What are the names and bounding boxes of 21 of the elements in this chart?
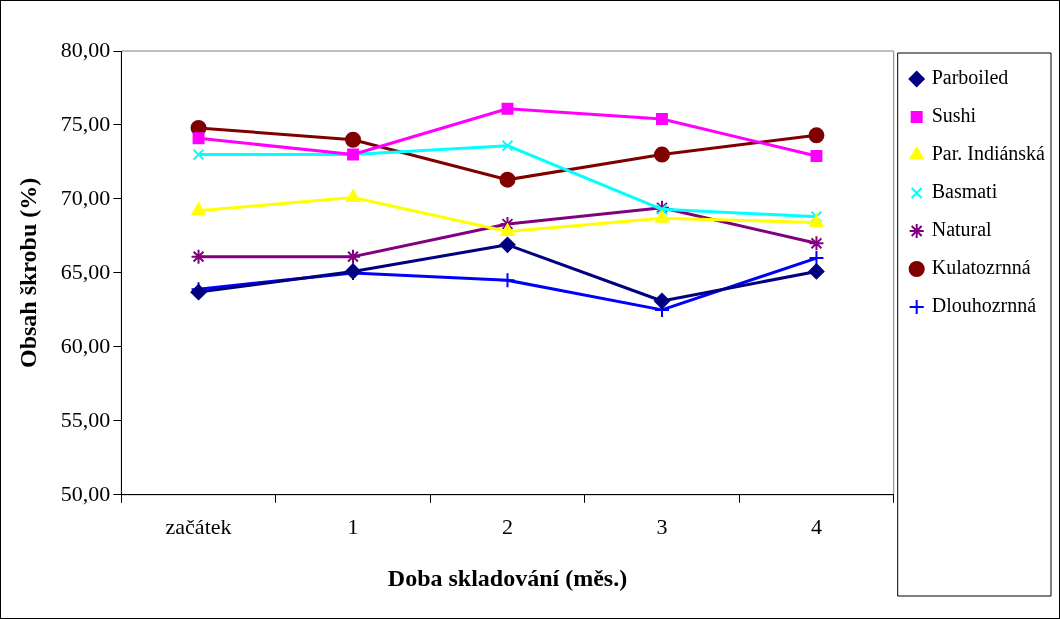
x-tick-label: 1 bbox=[347, 513, 359, 539]
y-tick-label: 55,00 bbox=[60, 406, 111, 432]
legend-label: Kulatozrnná bbox=[931, 256, 1031, 279]
y-tick-label: 60,00 bbox=[60, 332, 111, 358]
x-tick-label: začátek bbox=[165, 513, 232, 539]
legend-label: Parboiled bbox=[931, 66, 1009, 89]
y-tick-label: 65,00 bbox=[60, 258, 111, 284]
x-tick-label: 4 bbox=[810, 513, 822, 539]
x-tick-label: 2 bbox=[501, 513, 513, 539]
legend-label: Natural bbox=[931, 218, 993, 241]
y-tick-label: 75,00 bbox=[60, 110, 111, 136]
y-axis-title: Obsah škrobu (%) bbox=[14, 177, 41, 369]
x-tick-label: 3 bbox=[656, 513, 668, 539]
legend-label: Par. Indiánská bbox=[931, 142, 1046, 165]
legend-label: Dlouhozrnná bbox=[931, 294, 1037, 317]
x-axis-title: Doba skladování (měs.) bbox=[387, 564, 628, 591]
y-tick-label: 70,00 bbox=[60, 184, 111, 210]
legend-label: Sushi bbox=[931, 104, 977, 127]
y-tick-label: 50,00 bbox=[60, 480, 111, 506]
y-tick-label: 80,00 bbox=[60, 36, 111, 62]
legend-label: Basmati bbox=[931, 180, 998, 203]
